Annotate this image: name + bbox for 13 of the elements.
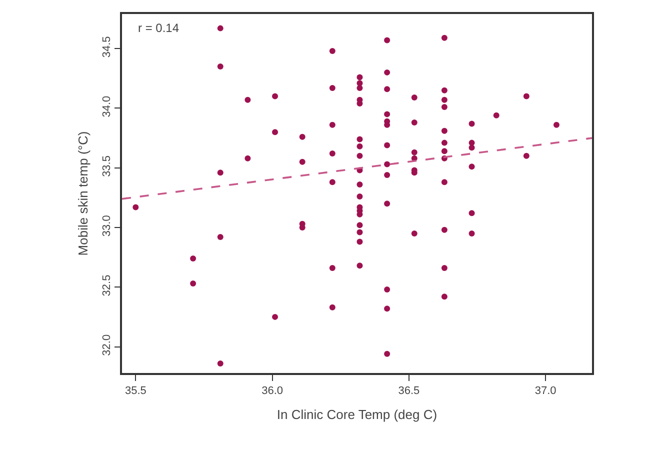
y-tick-label: 34.5 [100,36,113,58]
x-axis-title: In Clinic Core Temp (deg C) [276,407,438,422]
y-tick-label: 33.0 [100,215,113,237]
x-tick-label: 35.5 [124,384,146,397]
y-tick-label: 34.0 [100,96,113,118]
y-axis-title: Mobile skin temp (°C) [75,131,90,256]
y-tick-label: 33.5 [100,156,113,177]
x-tick-label: 37.0 [534,384,556,397]
y-tick-label: 32.5 [100,274,113,296]
y-tick-label: 32.0 [100,334,113,356]
x-tick-label: 36.0 [262,384,283,397]
annotation: r = 0.14 [138,21,180,35]
x-tick-label: 36.5 [398,384,420,397]
